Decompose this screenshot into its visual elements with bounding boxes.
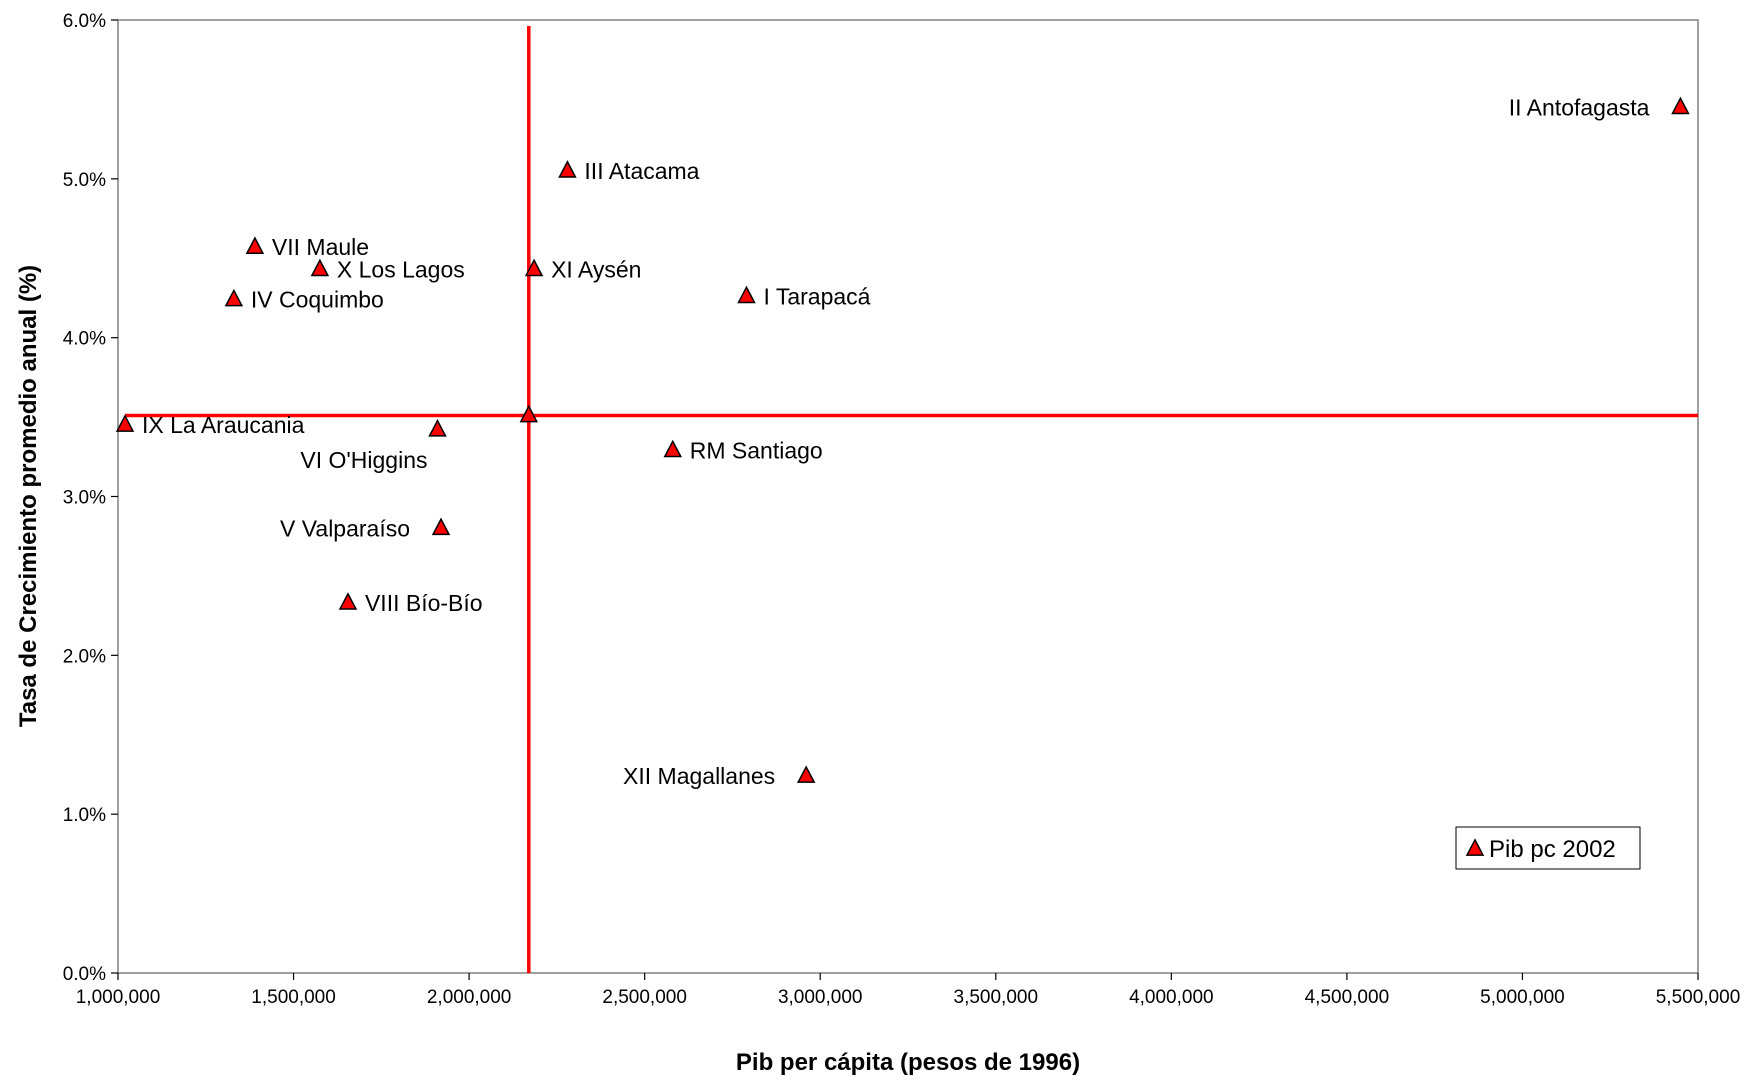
x-tick-label: 4,000,000 xyxy=(1129,987,1214,1008)
y-tick-label: 4.0% xyxy=(63,329,106,350)
data-point-label: IX La Araucania xyxy=(142,412,305,438)
data-points xyxy=(115,96,1690,783)
data-point-label: I Tarapacá xyxy=(763,283,870,309)
x-tick-label: 4,500,000 xyxy=(1305,987,1390,1008)
data-point-label: VIII Bío-Bío xyxy=(365,590,483,616)
data-point-marker xyxy=(1671,96,1690,115)
y-axis-title: Tasa de Crecimiento promedio anual (%) xyxy=(15,265,42,727)
data-point-label: XII Magallanes xyxy=(623,763,775,789)
data-point-marker xyxy=(663,439,682,458)
data-point-marker xyxy=(115,414,135,432)
data-point-label: II Antofagasta xyxy=(1509,94,1650,120)
data-point-label: V Valparaíso xyxy=(280,515,410,541)
data-point-marker xyxy=(428,419,447,437)
x-tick-label: 1,500,000 xyxy=(251,987,336,1008)
data-point-marker xyxy=(558,160,577,178)
data-point-label: RM Santiago xyxy=(690,437,823,463)
x-tick-label: 3,500,000 xyxy=(954,987,1039,1008)
data-point-label: X Los Lagos xyxy=(337,256,465,282)
data-point-marker xyxy=(519,404,539,423)
data-point-marker xyxy=(224,288,244,307)
x-tick-label: 3,000,000 xyxy=(778,987,863,1008)
y-tick-label: 1.0% xyxy=(63,805,106,826)
data-point-label: VI O'Higgins xyxy=(300,447,427,473)
x-tick-label: 2,500,000 xyxy=(602,987,687,1008)
x-tick-label: 1,000,000 xyxy=(76,987,161,1008)
data-point-label: IV Coquimbo xyxy=(251,287,384,313)
legend-label: Pib pc 2002 xyxy=(1489,836,1616,863)
x-axis: 1,000,000 1,500,000 2,000,000 2,500,000 3,00… xyxy=(76,973,1741,1008)
data-point-marker xyxy=(245,236,265,254)
data-point-label: III Atacama xyxy=(584,158,699,184)
legend-box xyxy=(1455,826,1641,870)
y-tick-label: 2.0% xyxy=(63,646,106,667)
data-point-marker xyxy=(737,285,756,304)
data-point-label: XI Aysén xyxy=(551,256,641,282)
y-tick-label: 0.0% xyxy=(63,964,106,985)
legend: Pib pc 2002 xyxy=(1455,826,1641,870)
y-tick-label: 6.0% xyxy=(63,11,106,32)
data-point-marker xyxy=(338,592,358,610)
x-tick-label: 2,000,000 xyxy=(427,987,512,1008)
legend-marker-triangle-icon xyxy=(1465,838,1485,856)
reference-lines xyxy=(125,26,1698,973)
y-tick-label: 5.0% xyxy=(63,170,106,191)
data-point-marker xyxy=(310,258,330,277)
x-tick-label: 5,500,000 xyxy=(1656,987,1741,1008)
data-point-marker xyxy=(431,517,451,536)
data-point-marker xyxy=(524,258,544,277)
x-tick-label: 5,000,000 xyxy=(1480,987,1565,1008)
data-point-marker xyxy=(796,765,816,783)
y-axis: 0.0% 1.0% 2.0% 3.0% 4.0% 5.0% 6.0% xyxy=(63,11,118,985)
x-axis-title: Pib per cápita (pesos de 1996) xyxy=(736,1049,1080,1076)
plot-area xyxy=(117,19,1699,974)
data-point-label: VII Maule xyxy=(272,234,369,260)
y-tick-label: 3.0% xyxy=(63,488,106,509)
